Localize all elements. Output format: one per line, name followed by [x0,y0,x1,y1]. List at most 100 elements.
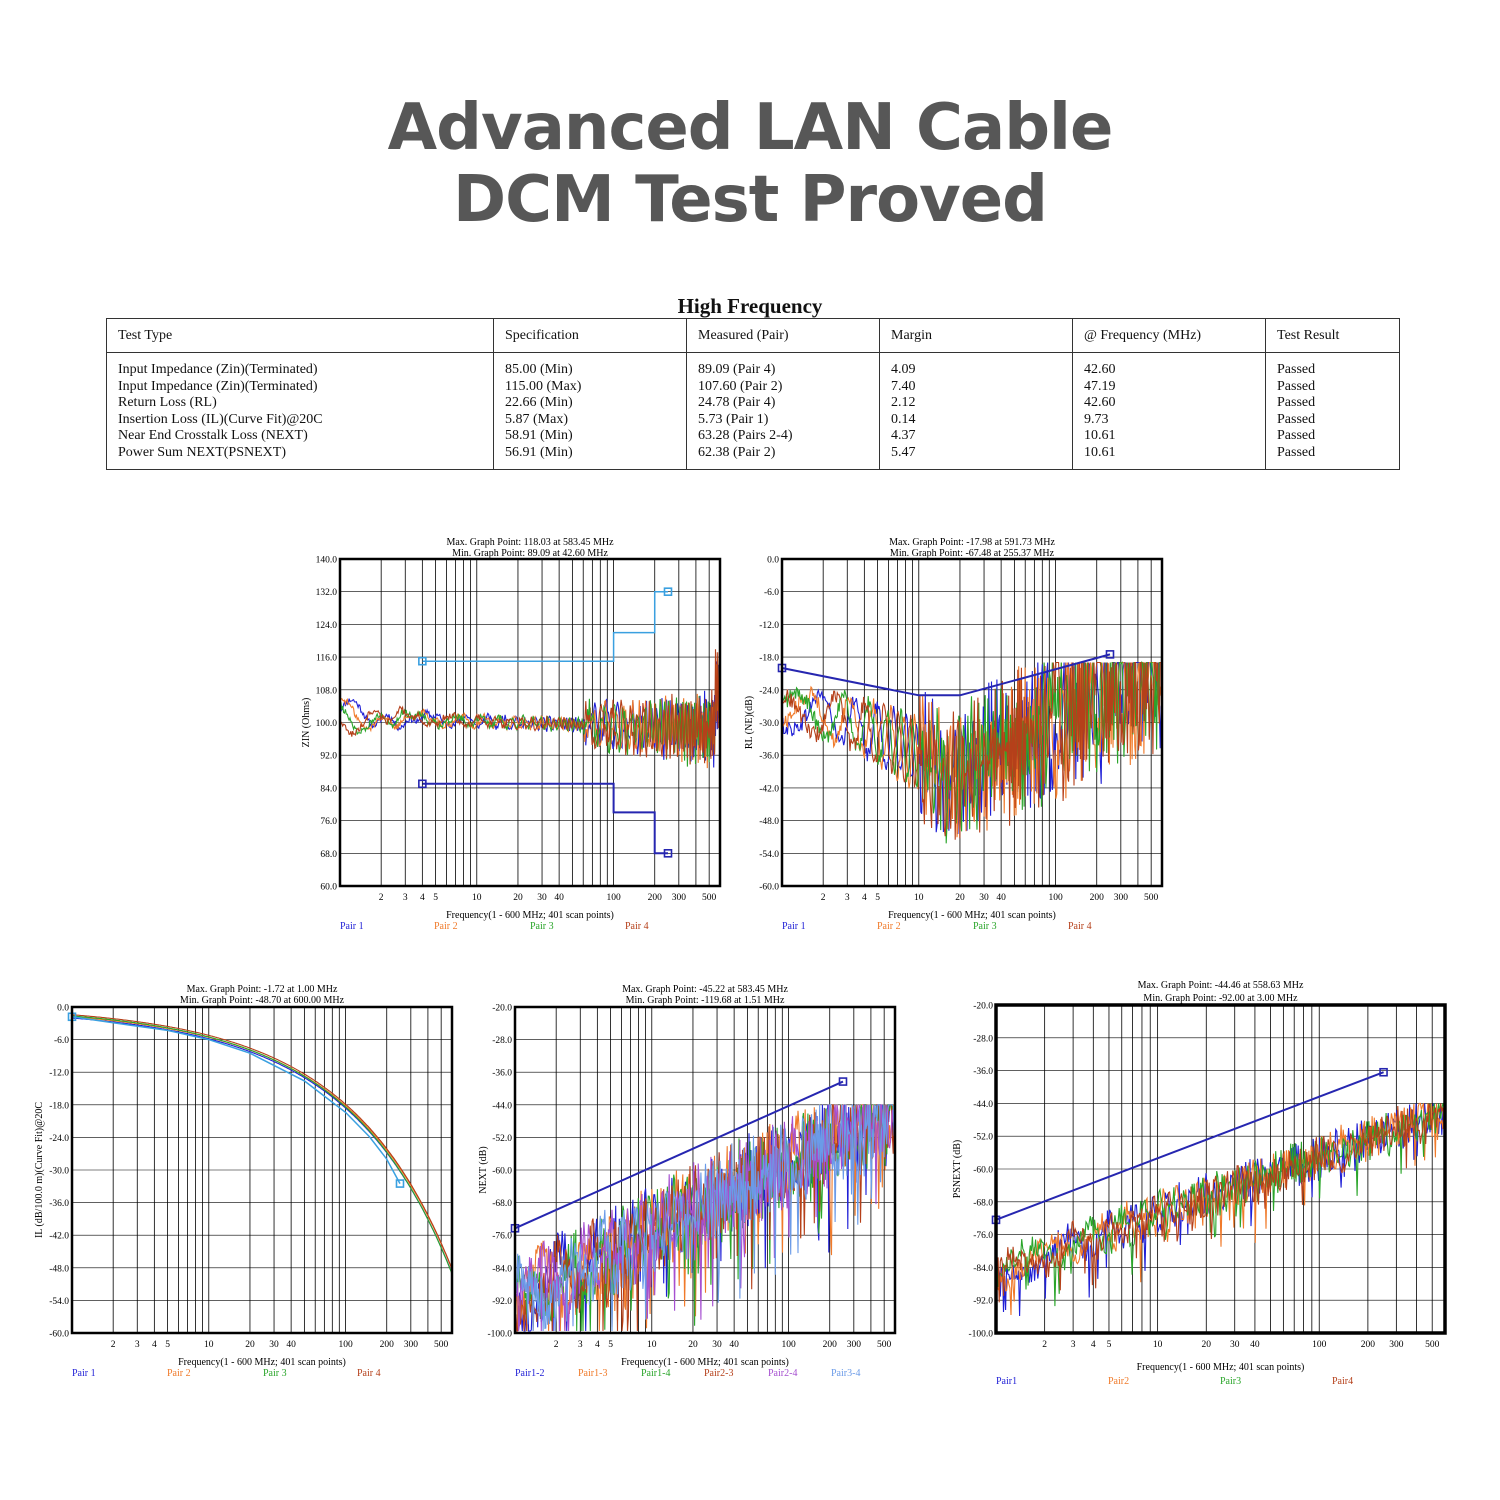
legend-item: Pair1-4 [641,1368,670,1379]
x-tick-label: 500 [434,1340,449,1350]
legend-item: Pair1-3 [578,1368,607,1379]
column-test-result: Passed Passed Passed Passed Passed Passe… [1265,352,1400,470]
x-tick-label: 5 [165,1340,170,1350]
x-tick-label: 500 [1144,893,1159,903]
y-tick-label: -18.0 [49,1101,69,1111]
y-tick-label: -48.0 [49,1264,69,1274]
table-cell: 5.87 (Max) [505,411,568,427]
legend-item: Pair3 [1220,1376,1241,1387]
table-cell: Input Impedance (Zin)(Terminated) [118,378,318,394]
series-line [515,1104,895,1332]
x-tick-label: 5 [608,1340,613,1350]
x-tick-label: 3 [403,893,408,903]
table-cell: 0.14 [891,411,916,427]
y-tick-label: -68.0 [973,1198,993,1208]
x-tick-label: 300 [404,1340,419,1350]
x-tick-label: 5 [1107,1340,1112,1350]
y-tick-label: 108.0 [316,686,338,696]
x-tick-label: 30 [537,893,547,903]
y-tick-label: -18.0 [759,654,779,664]
chart-border [780,557,1164,888]
y-tick-label: 60.0 [320,883,337,893]
x-tick-label: 4 [1091,1340,1096,1350]
x-tick-label: 4 [152,1340,157,1350]
chart-min-point: Min. Graph Point: -92.00 at 3.00 MHz [1143,993,1298,1004]
table-cell: 63.28 (Pairs 2-4) [698,428,793,444]
table-cell: 10.61 [1084,428,1116,444]
header-test-type: Test Type [106,318,494,353]
header-specification: Specification [493,318,687,353]
legend-item: Pair2-3 [704,1368,733,1379]
page-title-line-2: DCM Test Proved [453,163,1048,237]
y-tick-label: -36.0 [973,1067,993,1077]
x-tick-label: 100 [1048,893,1063,903]
limit-line [71,1016,401,1184]
legend-item: Pair 1 [340,921,364,932]
x-tick-label: 20 [245,1340,255,1350]
x-tick-label: 40 [286,1340,296,1350]
y-tick-label: -100.0 [487,1330,512,1340]
table-cell: Passed [1277,444,1316,460]
y-tick-label: 68.0 [320,850,337,860]
legend-item: Pair1-2 [515,1368,544,1379]
column-measured: 89.09 (Pair 4) 107.60 (Pair 2) 24.78 (Pa… [686,352,880,470]
x-tick-label: 500 [1425,1340,1440,1350]
x-tick-label: 300 [672,893,687,903]
y-axis-label: PSNEXT (dB) [952,1140,963,1198]
x-tick-label: 2 [821,893,826,903]
x-axis-label: Frequency(1 - 600 MHz; 401 scan points) [621,1357,789,1368]
series-line [782,661,1162,840]
y-tick-label: 0.0 [57,1004,69,1014]
x-tick-label: 200 [648,893,663,903]
x-tick-label: 10 [647,1340,657,1350]
table-cell: 42.60 [1084,395,1116,411]
y-tick-label: 116.0 [316,654,337,664]
x-tick-label: 5 [875,893,880,903]
chart-border [513,1005,897,1335]
y-tick-label: -84.0 [973,1264,993,1274]
table-cell: Passed [1277,378,1316,394]
column-frequency: 42.60 47.19 42.60 9.73 10.61 10.61 [1072,352,1266,470]
limit-marker [1379,1067,1388,1077]
x-tick-label: 4 [595,1340,600,1350]
y-tick-label: -36.0 [492,1069,512,1079]
table-cell: 22.66 (Min) [505,395,573,411]
y-tick-label: -60.0 [492,1167,512,1177]
series-line [515,1104,895,1332]
y-tick-label: -24.0 [759,686,779,696]
limit-marker [418,656,427,666]
series-line [996,1103,1445,1303]
y-tick-label: -28.0 [973,1034,993,1044]
chart-max-point: Max. Graph Point: -44.46 at 558.63 MHz [1138,980,1304,991]
chart-psnext: Max. Graph Point: -44.46 at 558.63 MHz Mi… [952,980,1447,1387]
x-tick-label: 4 [420,893,425,903]
table-cell: 107.60 (Pair 2) [698,378,783,394]
x-tick-label: 3 [1071,1340,1076,1350]
y-tick-label: -36.0 [759,752,779,762]
limit-line [422,782,668,855]
x-tick-label: 20 [513,893,523,903]
y-tick-label: -44.0 [492,1101,512,1111]
table-cell: 89.09 (Pair 4) [698,362,776,377]
table-cell: 47.19 [1084,378,1116,394]
y-tick-label: -36.0 [49,1199,69,1209]
table-body-row: Input Impedance (Zin)(Terminated) Input … [106,352,1400,470]
legend-item: Pair 4 [625,921,649,932]
table-cell: 58.91 (Min) [505,428,573,444]
series-line [340,649,720,765]
x-tick-label: 10 [1153,1340,1163,1350]
limit-marker [418,779,427,789]
legend-item: Pair 3 [973,921,997,932]
y-tick-label: -92.0 [492,1297,512,1307]
legend-item: Pair 3 [530,921,554,932]
x-tick-label: 3 [135,1340,140,1350]
y-tick-label: -6.0 [54,1036,69,1046]
y-axis-label: ZIN (Ohms) [301,698,312,748]
x-tick-label: 20 [955,893,965,903]
y-tick-label: -28.0 [492,1036,512,1046]
legend-item: Pair 4 [1068,921,1092,932]
x-tick-label: 2 [554,1340,559,1350]
y-tick-label: -60.0 [973,1166,993,1176]
chart-max-point: Max. Graph Point: -1.72 at 1.00 MHz [187,984,338,995]
